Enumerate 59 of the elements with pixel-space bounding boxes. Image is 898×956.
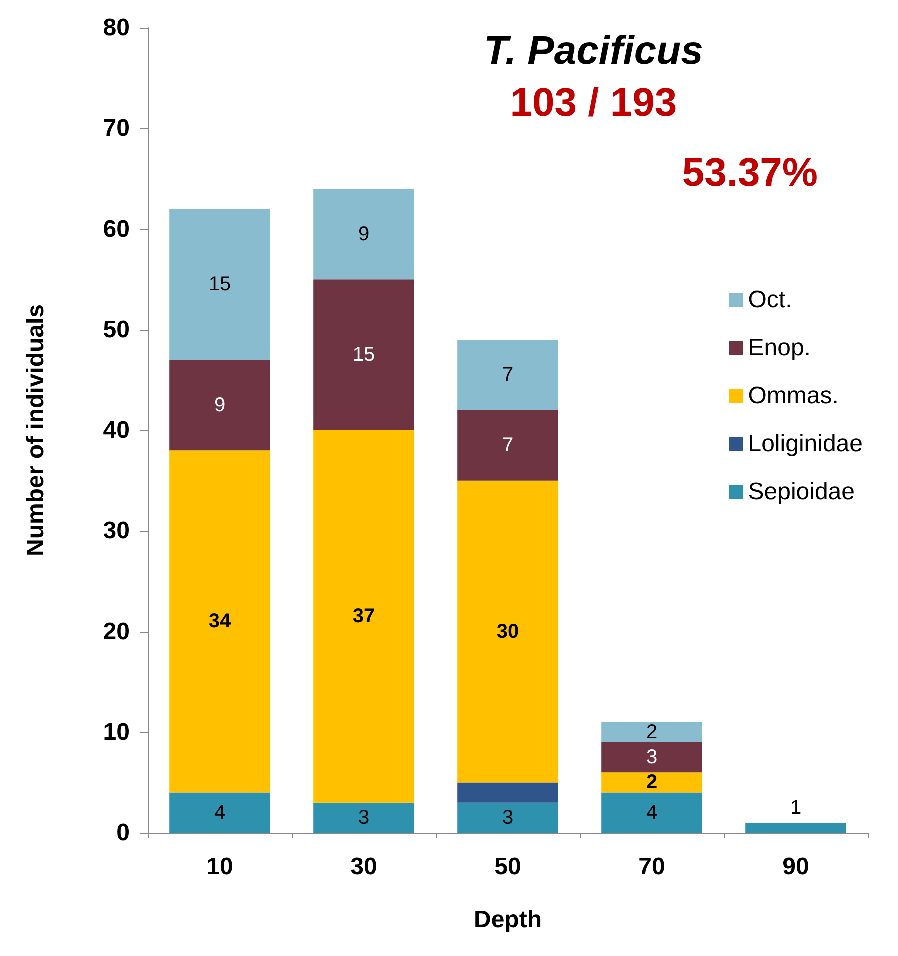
data-label: 15: [352, 344, 376, 366]
annotation: 53.37%: [682, 151, 818, 195]
y-tick-label: 40: [103, 417, 130, 444]
x-tick-label: 90: [782, 854, 810, 880]
data-label: 34: [208, 610, 232, 633]
chart-title: T. Pacificus: [484, 29, 704, 73]
data-label: 4: [214, 802, 226, 824]
data-label: 1: [790, 796, 802, 819]
bar: [170, 209, 270, 360]
y-tick-label: 30: [103, 518, 130, 545]
bar: [602, 742, 702, 773]
data-label: 15: [208, 274, 232, 296]
bar: [314, 189, 414, 280]
bar: [602, 792, 702, 833]
legend-label: Sepioidae: [748, 478, 856, 506]
bar: [602, 722, 702, 742]
y-tick-label: 70: [103, 115, 130, 142]
x-axis-title: Depth: [474, 906, 542, 934]
legend-label: Ommas.: [748, 382, 839, 410]
data-label: 37: [352, 606, 376, 628]
y-tick-label: 10: [103, 718, 130, 746]
bar: [458, 782, 558, 803]
data-label: 3: [502, 806, 514, 829]
y-tick-label: 20: [103, 618, 130, 646]
bar: [170, 450, 270, 793]
text: 103 / 193: [510, 81, 678, 125]
bar: [314, 430, 414, 803]
data-label: 9: [358, 223, 370, 246]
data-label: 7: [502, 364, 514, 386]
y-tick-label: 0: [116, 820, 130, 846]
x-tick-label: 10: [206, 854, 234, 880]
y-tick-label: 60: [103, 216, 130, 243]
bar: [314, 802, 414, 833]
bar: [458, 802, 558, 833]
x-tick-label: 70: [638, 854, 666, 880]
bar: [746, 822, 846, 833]
data-label: 2: [646, 721, 658, 744]
bar: [458, 410, 558, 481]
legend-label: Enop.: [748, 334, 811, 362]
y-tick-label: 50: [103, 316, 130, 344]
bar: [170, 360, 270, 451]
data-label: 3: [358, 806, 370, 829]
y-tick-label: 80: [103, 14, 130, 42]
bar: [458, 480, 558, 783]
bar: [602, 772, 702, 793]
data-label: 4: [646, 802, 658, 824]
legend-label: Loliginidae: [748, 430, 864, 458]
y-axis-title: Number of individuals: [22, 304, 50, 557]
data-label: 30: [496, 620, 520, 643]
data-label: 3: [646, 746, 658, 769]
x-tick-label: 30: [350, 854, 378, 880]
bar: [458, 340, 558, 410]
data-label: 2: [646, 772, 658, 794]
data-label: 7: [502, 434, 514, 457]
data-label: 9: [214, 394, 226, 416]
bar: [314, 280, 414, 430]
x-tick-label: 50: [494, 854, 522, 880]
legend-label: Oct.: [748, 286, 792, 314]
bar: [170, 792, 270, 833]
